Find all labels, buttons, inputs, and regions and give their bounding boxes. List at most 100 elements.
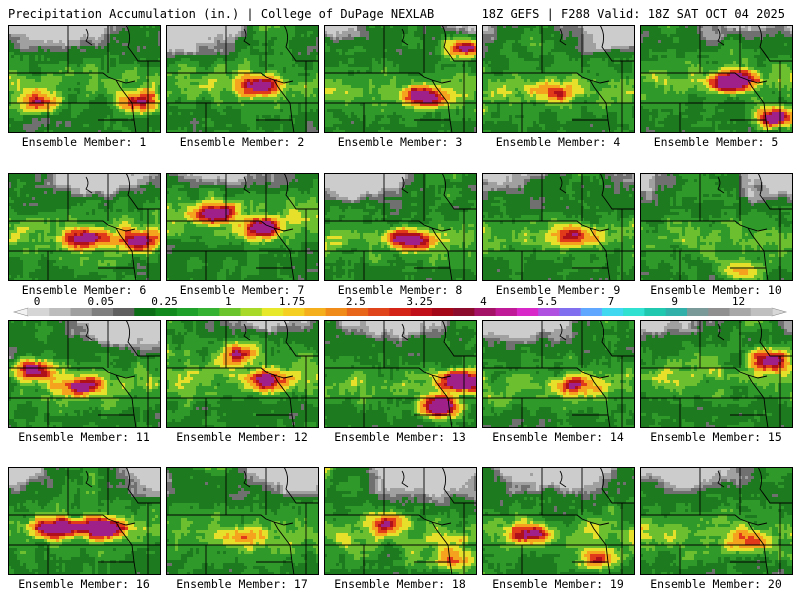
ensemble-map-4 [482, 25, 635, 133]
ensemble-label: Ensemble Member: 6 [5, 283, 163, 297]
map-svg [482, 173, 635, 281]
ensemble-map-14 [482, 320, 635, 428]
ensemble-label: Ensemble Member: 12 [163, 430, 321, 444]
colorbar-tick-label: 1.75 [279, 296, 306, 308]
precip-field [482, 467, 635, 575]
ensemble-label: Ensemble Member: 1 [5, 135, 163, 149]
precip-field [640, 25, 793, 133]
map-svg [166, 25, 319, 133]
colorbar-swatch [70, 308, 93, 316]
colorbar-swatch [325, 308, 348, 316]
colorbar-swatch [665, 308, 688, 316]
ensemble-label: Ensemble Member: 13 [321, 430, 479, 444]
panel-frame [482, 173, 635, 281]
precip-field [8, 467, 161, 575]
precip-field [482, 320, 635, 428]
panel-frame [8, 467, 161, 575]
ensemble-map-5 [640, 25, 793, 133]
colorbar-swatch [240, 308, 263, 316]
panel-frame [482, 467, 635, 575]
colorbar-swatch [559, 308, 581, 316]
ensemble-map-16 [8, 467, 161, 575]
state-borders [166, 467, 319, 575]
panel-frame [166, 25, 319, 133]
ensemble-label: Ensemble Member: 3 [321, 135, 479, 149]
map-svg [640, 320, 793, 428]
precip-field [640, 467, 793, 575]
ensemble-map-19 [482, 467, 635, 575]
precip-field [8, 173, 161, 281]
panel-frame [324, 467, 477, 575]
panel-frame [482, 320, 635, 428]
panel-frame [324, 173, 477, 281]
colorbar-svg: 0 0.05 0.25 1 1.75 2.5 3.25 4 5.5 7 9 12 [12, 296, 788, 317]
state-borders [324, 173, 477, 281]
ensemble-map-3 [324, 25, 477, 133]
state-borders [8, 25, 161, 133]
colorbar-swatch [431, 308, 454, 316]
colorbar-swatch [580, 308, 603, 316]
state-borders [640, 320, 793, 428]
colorbar-right-arrow [771, 307, 788, 317]
colorbar-swatch [474, 308, 496, 316]
colorbar-swatch [516, 308, 539, 316]
ensemble-label: Ensemble Member: 20 [637, 577, 795, 591]
ensemble-map-17 [166, 467, 319, 575]
panel-frame [640, 25, 793, 133]
map-svg [8, 467, 161, 575]
ensemble-map-12 [166, 320, 319, 428]
map-svg [482, 467, 635, 575]
page-title: Precipitation Accumulation (in.) | Colle… [8, 7, 434, 21]
colorbar-swatch [686, 308, 709, 316]
precip-field [8, 25, 161, 133]
map-svg [640, 25, 793, 133]
ensemble-map-15 [640, 320, 793, 428]
ensemble-label: Ensemble Member: 19 [479, 577, 637, 591]
colorbar-swatch [176, 308, 199, 316]
precip-field [640, 173, 793, 281]
state-borders [640, 467, 793, 575]
colorbar-swatch [91, 308, 114, 316]
precip-field [482, 173, 635, 281]
colorbar-tick-label: 12 [732, 296, 745, 308]
colorbar-tick-label: 4 [480, 296, 487, 308]
state-borders [8, 173, 161, 281]
colorbar-swatch [644, 308, 667, 316]
state-borders [8, 467, 161, 575]
ensemble-label: Ensemble Member: 11 [5, 430, 163, 444]
state-borders [482, 173, 635, 281]
map-svg [8, 320, 161, 428]
panel-frame [640, 320, 793, 428]
ensemble-label: Ensemble Member: 9 [479, 283, 637, 297]
ensemble-map-10 [640, 173, 793, 281]
state-borders [640, 25, 793, 133]
state-borders [482, 320, 635, 428]
map-svg [8, 173, 161, 281]
ensemble-label: Ensemble Member: 8 [321, 283, 479, 297]
ensemble-map-13 [324, 320, 477, 428]
state-borders [166, 320, 319, 428]
colorbar-swatch [623, 308, 645, 316]
colorbar-swatch [538, 308, 560, 316]
precip-field [640, 320, 793, 428]
map-svg [324, 173, 477, 281]
state-borders [482, 467, 635, 575]
panel-frame [166, 467, 319, 575]
colorbar-swatch [708, 308, 730, 316]
colorbar-tick-label: 3.25 [406, 296, 433, 308]
header: Precipitation Accumulation (in.) | Colle… [0, 0, 800, 24]
precip-field [166, 25, 319, 133]
panel-frame [166, 320, 319, 428]
ensemble-map-9 [482, 173, 635, 281]
ensemble-map-18 [324, 467, 477, 575]
ensemble-map-7 [166, 173, 319, 281]
panel-frame [166, 173, 319, 281]
colorbar-swatch [453, 308, 475, 316]
precip-field [324, 173, 477, 281]
colorbar-swatch [601, 308, 624, 316]
colorbar-swatch [389, 308, 411, 316]
colorbar-swatch [134, 308, 156, 316]
colorbar-swatch [198, 308, 220, 316]
colorbar-swatch [28, 308, 50, 316]
colorbar-swatch [495, 308, 518, 316]
